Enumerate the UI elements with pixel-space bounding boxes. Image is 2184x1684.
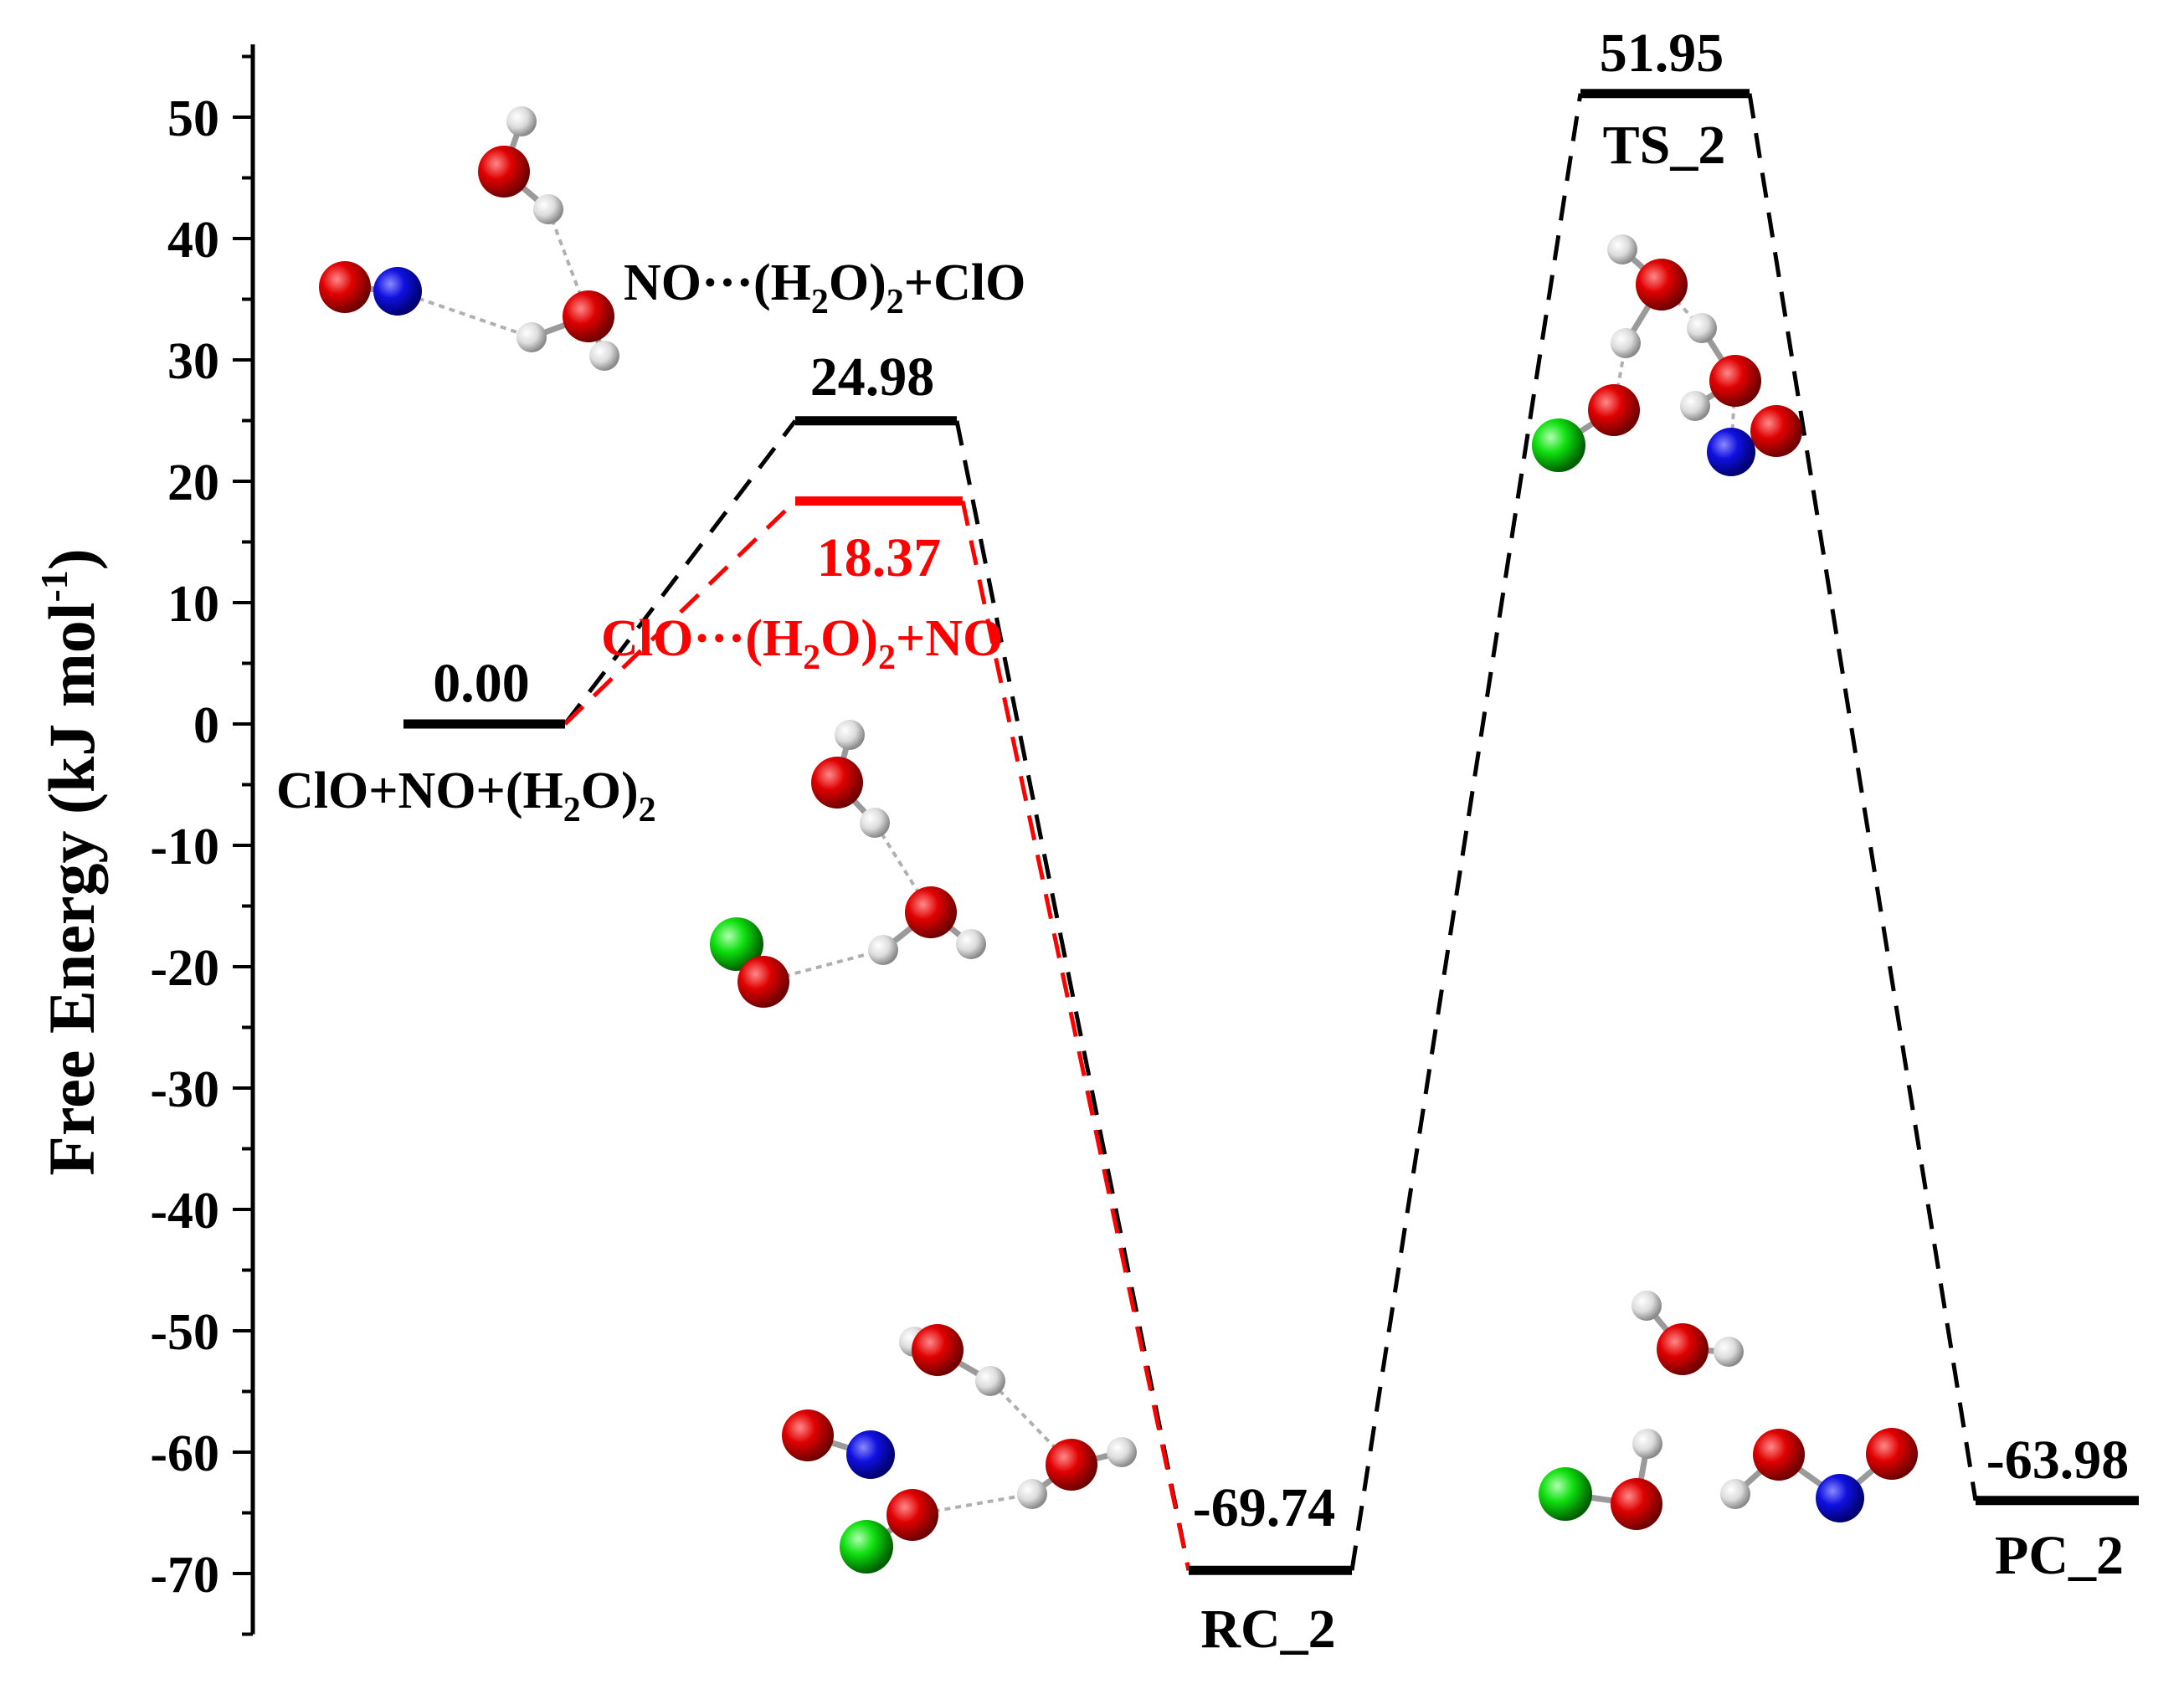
molecule-pc2: [1539, 1291, 1918, 1530]
tick-label: 10: [167, 576, 219, 633]
atom-o: [1046, 1439, 1097, 1491]
atom-h: [1687, 313, 1717, 343]
y-axis: -70 -60 -50 -40 -30 -20 -10 0 10 20 30 40 50: [150, 44, 255, 1636]
atom-o: [1611, 1478, 1662, 1530]
atom-o: [782, 1409, 834, 1461]
molecule-ts2: [1532, 234, 1802, 476]
hydrogen-bond: [989, 1379, 1073, 1466]
energy-levels: [403, 89, 2139, 1575]
atom-h: [1107, 1437, 1137, 1467]
atom-h: [1720, 1479, 1750, 1509]
tick-label: 50: [167, 90, 219, 147]
molecule-rc2: [782, 1324, 1137, 1574]
connector-segment: [1747, 93, 1978, 1502]
atom-o: [319, 261, 371, 313]
atom-h: [1611, 328, 1641, 358]
species-label-complex-red: ClO···(H2O)2+NO: [601, 610, 1003, 677]
tick-label: -40: [150, 1183, 219, 1240]
y-axis-title-sup: -1: [33, 570, 75, 602]
connector-segment: [960, 501, 1191, 1571]
atom-o: [1866, 1428, 1918, 1480]
species-label-rc2: RC_2: [1200, 1599, 1335, 1660]
value-label-start: 0.00: [433, 653, 530, 714]
atom-o: [905, 886, 957, 938]
connector-segment: [563, 499, 797, 726]
tick-label: -60: [150, 1425, 219, 1482]
atom-h: [1017, 1479, 1047, 1509]
molecular-structures: [319, 106, 1918, 1574]
atom-h: [1632, 1291, 1662, 1321]
y-axis-title-tail: ): [35, 548, 108, 570]
atom-h: [533, 194, 563, 224]
atom-o: [478, 146, 530, 198]
atom-h: [506, 106, 537, 136]
tick-label: -10: [150, 819, 219, 875]
atom-o: [912, 1324, 964, 1376]
connector-segment: [563, 419, 797, 726]
y-axis-title: Free Energy (kJ mol-1): [33, 548, 108, 1176]
atom-cl: [1539, 1467, 1592, 1521]
species-label-complex-black: NO···(H2O)2+ClO: [624, 254, 1025, 321]
atom-o: [1636, 259, 1688, 311]
atom-n: [846, 1430, 895, 1479]
atom-o: [563, 290, 614, 342]
atom-h: [975, 1366, 1005, 1396]
species-label-ts2: TS_2: [1603, 115, 1726, 176]
species-label-pc2: PC_2: [1995, 1525, 2124, 1586]
atom-h: [956, 929, 986, 959]
atom-o: [737, 956, 789, 1008]
y-axis-title-main: Free Energy (kJ mol: [35, 603, 108, 1176]
atom-cl: [1532, 418, 1585, 472]
atom-h: [1607, 234, 1637, 264]
atom-n: [1707, 428, 1755, 476]
tick-label: 20: [167, 454, 219, 511]
atom-h: [1714, 1337, 1744, 1367]
tick-label: -20: [150, 940, 219, 997]
tick-label: -70: [150, 1547, 219, 1604]
value-label-ts2: 51.95: [1600, 23, 1724, 84]
hydrogen-bond: [873, 821, 933, 914]
atom-cl: [710, 917, 763, 971]
atom-h: [1632, 1429, 1662, 1459]
atom-h: [835, 720, 865, 750]
atom-o: [811, 757, 863, 809]
atom-n: [1816, 1474, 1864, 1522]
molecule-clo-water-dimer: [710, 720, 986, 1008]
tick-label: 40: [167, 212, 219, 269]
value-label-pc2: -63.98: [1986, 1430, 2129, 1491]
atom-o: [886, 1489, 938, 1541]
atom-h: [516, 322, 547, 352]
tick-label: 0: [193, 697, 219, 754]
atom-o: [1588, 384, 1640, 436]
hydrogen-bond: [763, 948, 884, 983]
atom-cl: [840, 1520, 893, 1574]
connector-segment: [1349, 93, 1583, 1571]
value-label-rc2: -69.74: [1193, 1477, 1335, 1538]
connector-paths: [563, 93, 1978, 1571]
atom-o: [1750, 405, 1802, 457]
atom-h: [1680, 391, 1710, 421]
atom-o: [1753, 1429, 1805, 1481]
value-label-complex-red: 18.37: [817, 527, 942, 588]
species-label-start: ClO+NO+(H2O)2: [276, 762, 656, 829]
atom-h: [589, 341, 619, 371]
atom-o: [1657, 1323, 1709, 1375]
molecule-no-water-dimer: [319, 106, 619, 371]
atom-n: [373, 267, 422, 316]
atom-o: [1709, 355, 1761, 407]
tick-label: -30: [150, 1061, 219, 1118]
hydrogen-bond: [547, 208, 590, 317]
tick-label: -50: [150, 1304, 219, 1361]
value-label-complex-black: 24.98: [810, 347, 935, 408]
atom-h: [868, 935, 898, 965]
connector-segment: [954, 420, 1191, 1571]
tick-label: 30: [167, 333, 219, 390]
hydrogen-bond: [912, 1492, 1033, 1517]
atom-h: [860, 808, 890, 838]
